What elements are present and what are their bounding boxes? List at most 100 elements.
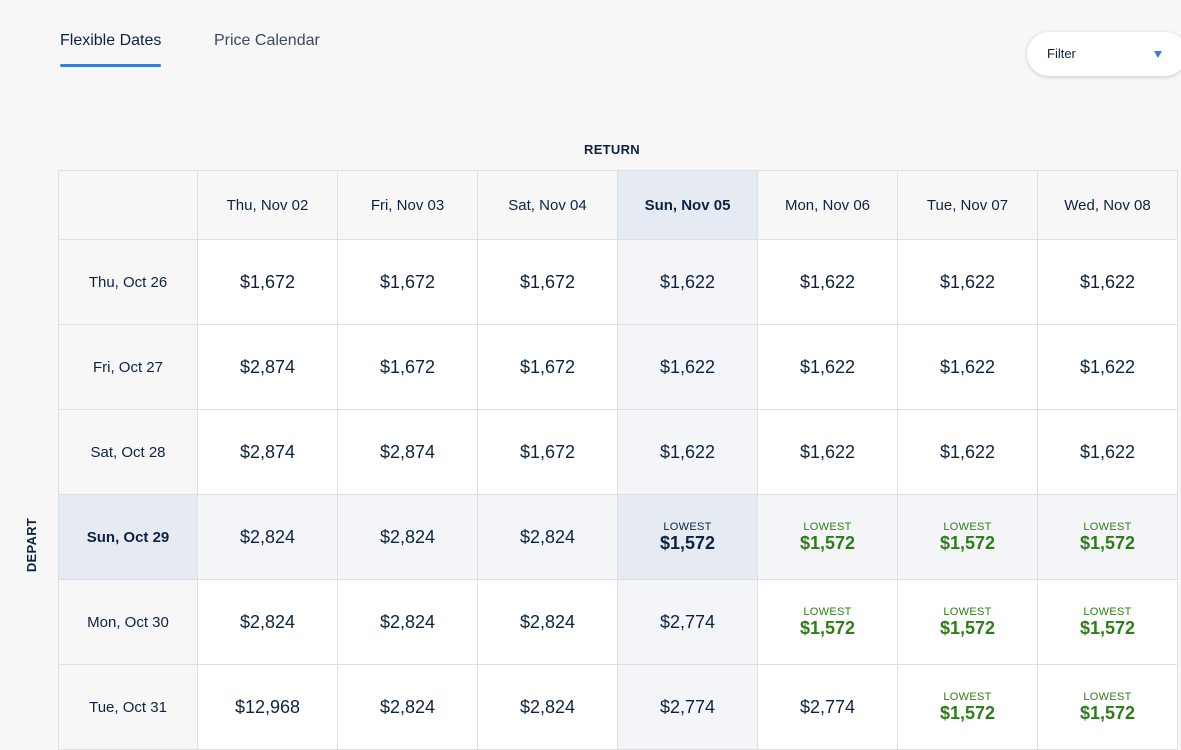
return-date-label: Sat, Nov 04 [508, 196, 587, 214]
depart-date-header: Mon, Oct 30 [58, 580, 198, 665]
fare-cell[interactable]: $1,672 [478, 325, 618, 410]
return-date-label: Wed, Nov 08 [1064, 196, 1151, 214]
fare-price: $1,672 [379, 271, 436, 292]
fare-price: $2,874 [239, 356, 296, 377]
caret-down-icon [1154, 51, 1162, 58]
fare-cell[interactable]: LOWEST $1,572 [758, 580, 898, 665]
fare-cell[interactable]: $1,622 [898, 325, 1038, 410]
fare-cell[interactable]: LOWEST $1,572 [1038, 665, 1178, 750]
fare-cell[interactable]: $2,824 [478, 665, 618, 750]
fare-cell[interactable]: LOWEST $1,572 [898, 665, 1038, 750]
fare-price: $1,672 [519, 441, 576, 462]
fare-price: $1,622 [1079, 441, 1136, 462]
fare-cell[interactable]: $1,622 [898, 240, 1038, 325]
lowest-fare-tag: LOWEST [943, 606, 992, 618]
tab-price-calendar[interactable]: Price Calendar [214, 32, 320, 50]
depart-date-header: Sun, Oct 29 [58, 495, 198, 580]
fare-cell[interactable]: $1,672 [338, 325, 478, 410]
return-date-header: Thu, Nov 02 [198, 170, 338, 240]
fare-price: $1,672 [239, 271, 296, 292]
filter-dropdown[interactable]: Filter [1027, 32, 1181, 76]
depart-date-label: Sun, Oct 29 [86, 528, 170, 546]
grid-corner-cell [58, 170, 198, 240]
depart-axis-label: DEPART [24, 517, 39, 573]
return-date-header: Mon, Nov 06 [758, 170, 898, 240]
fare-cell[interactable]: $2,774 [618, 665, 758, 750]
fare-cell[interactable]: $2,774 [618, 580, 758, 665]
fare-price: $1,622 [939, 356, 996, 377]
fare-cell[interactable]: $2,824 [198, 495, 338, 580]
lowest-fare-tag: LOWEST [803, 521, 852, 533]
tab-price-calendar-label: Price Calendar [214, 32, 320, 49]
fare-cell[interactable]: $2,824 [198, 580, 338, 665]
tab-flexible-dates[interactable]: Flexible Dates [60, 32, 162, 67]
fare-cell[interactable]: $1,622 [1038, 240, 1178, 325]
return-date-label: Fri, Nov 03 [370, 196, 445, 214]
fare-price: $1,622 [939, 441, 996, 462]
fare-price: $1,622 [799, 271, 856, 292]
fare-cell[interactable]: $1,672 [478, 410, 618, 495]
lowest-fare-tag: LOWEST [803, 606, 852, 618]
fare-cell[interactable]: $2,824 [338, 495, 478, 580]
fare-price: $1,622 [799, 441, 856, 462]
fare-cell[interactable]: $2,824 [338, 665, 478, 750]
fare-price: $1,572 [799, 533, 856, 553]
fare-cell[interactable]: $1,672 [198, 240, 338, 325]
fare-price: $1,572 [1079, 703, 1136, 723]
return-date-label: Mon, Nov 06 [784, 196, 871, 214]
fare-cell[interactable]: $1,622 [758, 240, 898, 325]
fare-cell[interactable]: $2,824 [338, 580, 478, 665]
fare-price: $2,824 [379, 696, 436, 717]
depart-date-label: Thu, Oct 26 [88, 273, 168, 291]
fare-cell[interactable]: $1,622 [618, 410, 758, 495]
fare-cell[interactable]: $1,622 [618, 240, 758, 325]
fare-cell[interactable]: $1,622 [1038, 325, 1178, 410]
active-tab-underline [60, 64, 162, 67]
return-date-header: Tue, Nov 07 [898, 170, 1038, 240]
depart-date-label: Tue, Oct 31 [89, 698, 167, 716]
fare-cell[interactable]: $2,824 [478, 495, 618, 580]
fare-cell[interactable]: $2,874 [198, 325, 338, 410]
return-date-header: Wed, Nov 08 [1038, 170, 1178, 240]
fare-price: $2,824 [519, 526, 576, 547]
price-grid: Thu, Nov 02 Fri, Nov 03 Sat, Nov 04 Sun, No… [58, 170, 1178, 750]
filter-label: Filter [1047, 46, 1076, 61]
fare-price: $1,672 [379, 356, 436, 377]
fare-cell[interactable]: LOWEST $1,572 [618, 495, 758, 580]
fare-cell[interactable]: $1,672 [478, 240, 618, 325]
fare-cell[interactable]: LOWEST $1,572 [898, 580, 1038, 665]
fare-cell[interactable]: $2,774 [758, 665, 898, 750]
return-date-label: Thu, Nov 02 [226, 196, 309, 214]
fare-cell[interactable]: $1,622 [1038, 410, 1178, 495]
fare-price: $1,572 [939, 703, 996, 723]
fare-cell[interactable]: $12,968 [198, 665, 338, 750]
depart-date-header: Fri, Oct 27 [58, 325, 198, 410]
lowest-fare-tag: LOWEST [943, 521, 992, 533]
fare-cell[interactable]: LOWEST $1,572 [1038, 580, 1178, 665]
fare-price: $2,824 [239, 526, 296, 547]
fare-cell[interactable]: $2,874 [198, 410, 338, 495]
lowest-fare-tag: LOWEST [663, 521, 712, 533]
fare-cell[interactable]: $1,622 [618, 325, 758, 410]
fare-cell[interactable]: $1,622 [758, 410, 898, 495]
fare-cell[interactable]: LOWEST $1,572 [1038, 495, 1178, 580]
fare-price: $1,622 [939, 271, 996, 292]
fare-price: $1,572 [659, 533, 716, 553]
lowest-fare-tag: LOWEST [1083, 606, 1132, 618]
fare-cell[interactable]: $1,622 [898, 410, 1038, 495]
fare-cell[interactable]: $1,622 [758, 325, 898, 410]
return-date-label: Sun, Nov 05 [644, 196, 731, 214]
fare-price: $1,622 [1079, 271, 1136, 292]
fare-price: $1,572 [939, 618, 996, 638]
fare-price: $2,824 [519, 696, 576, 717]
fare-price: $1,622 [659, 356, 716, 377]
fare-price: $2,824 [379, 611, 436, 632]
fare-cell[interactable]: $1,672 [338, 240, 478, 325]
depart-date-header: Sat, Oct 28 [58, 410, 198, 495]
fare-cell[interactable]: LOWEST $1,572 [758, 495, 898, 580]
fare-cell[interactable]: $2,874 [338, 410, 478, 495]
fare-price: $2,824 [519, 611, 576, 632]
fare-price: $2,824 [239, 611, 296, 632]
fare-cell[interactable]: $2,824 [478, 580, 618, 665]
fare-cell[interactable]: LOWEST $1,572 [898, 495, 1038, 580]
